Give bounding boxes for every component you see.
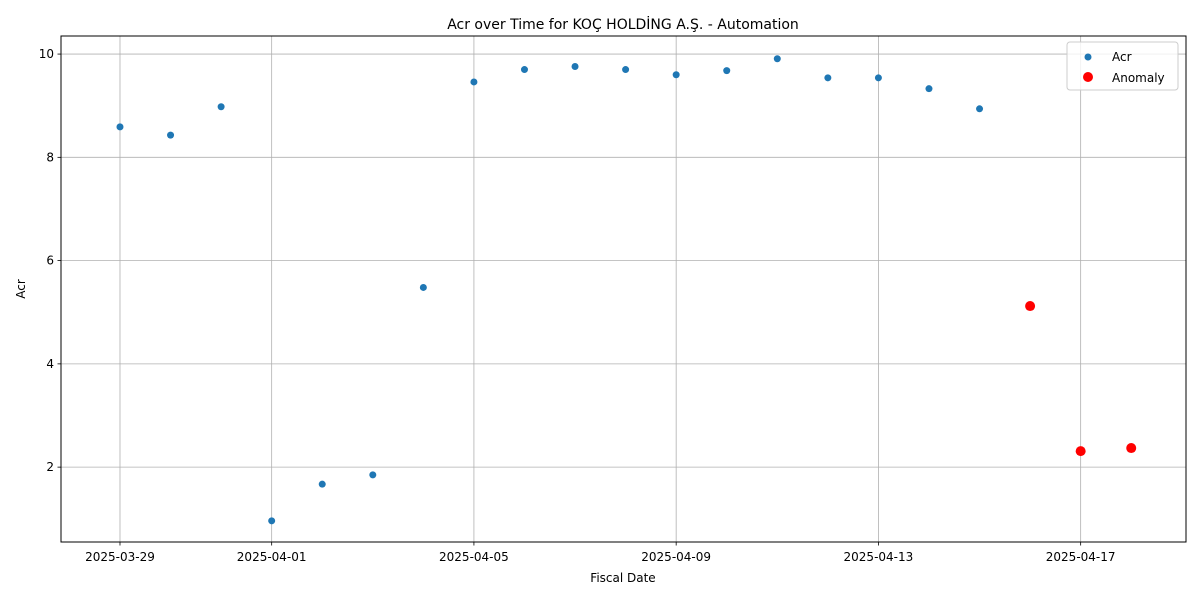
acr-point — [622, 66, 630, 74]
y-tick-label: 2 — [46, 460, 54, 474]
acr-point — [470, 78, 478, 86]
x-tick-label: 2025-03-29 — [85, 550, 155, 564]
legend: Acr Anomaly — [1066, 41, 1179, 91]
y-tick-label: 6 — [46, 254, 54, 268]
y-tick-label: 10 — [39, 47, 54, 61]
acr-point — [824, 74, 832, 82]
acr-point — [571, 62, 579, 70]
legend-label-anomaly: Anomaly — [1112, 71, 1165, 85]
acr-point — [773, 55, 781, 63]
legend-box — [1066, 41, 1179, 91]
y-tick-label: 8 — [46, 150, 54, 164]
anomaly-point — [1126, 443, 1137, 454]
x-tick-label: 2025-04-17 — [1046, 550, 1116, 564]
acr-point — [874, 74, 882, 82]
data-points — [116, 55, 1137, 525]
x-axis-label: Fiscal Date — [590, 571, 655, 585]
acr-point — [318, 480, 326, 488]
acr-point — [419, 283, 427, 291]
legend-label-acr: Acr — [1112, 50, 1132, 64]
grid-lines — [61, 36, 1186, 542]
y-tick-label: 4 — [46, 357, 54, 371]
axis-ticks: 2025-03-29 2025-04-01 2025-04-05 2025-04-09… — [39, 47, 1116, 564]
acr-point — [369, 471, 377, 479]
plot-frame — [60, 35, 1187, 543]
acr-point — [217, 103, 225, 111]
acr-point — [925, 85, 933, 93]
acr-point — [116, 123, 124, 131]
acr-point — [268, 517, 276, 525]
acr-point — [520, 66, 528, 74]
acr-point — [723, 67, 731, 75]
acr-point — [167, 131, 175, 139]
x-tick-label: 2025-04-01 — [237, 550, 307, 564]
chart-title: Acr over Time for KOÇ HOLDİNG A.Ş. - Aut… — [447, 15, 799, 33]
x-tick-label: 2025-04-09 — [641, 550, 711, 564]
acr-point — [672, 71, 680, 79]
acr-point — [976, 105, 984, 113]
anomaly-point — [1025, 301, 1036, 312]
x-tick-label: 2025-04-05 — [439, 550, 509, 564]
legend-marker-acr — [1084, 53, 1092, 61]
y-axis-label: Acr — [14, 279, 28, 299]
x-tick-label: 2025-04-13 — [844, 550, 914, 564]
legend-marker-anomaly — [1083, 72, 1093, 82]
anomaly-point — [1075, 446, 1086, 457]
